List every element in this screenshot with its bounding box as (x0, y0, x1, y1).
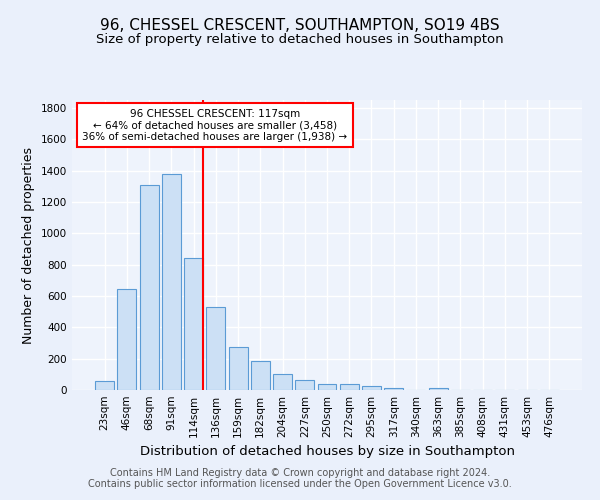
Bar (95, 382, 114, 390)
Text: Size of property relative to detached houses in Southampton: Size of property relative to detached ho… (96, 32, 504, 46)
Bar (295, 380, 314, 390)
Bar (184, 258, 203, 390)
Bar (384, 388, 403, 390)
Bar (140, 184, 158, 390)
Bar (162, 174, 181, 390)
Bar (118, 289, 136, 390)
Bar (362, 386, 381, 390)
Bar (429, 388, 448, 390)
Bar (340, 384, 359, 390)
Y-axis label: Number of detached properties: Number of detached properties (22, 146, 35, 344)
Bar (206, 307, 225, 390)
Bar (251, 361, 270, 390)
Text: Contains public sector information licensed under the Open Government Licence v3: Contains public sector information licen… (88, 479, 512, 489)
Bar (229, 347, 248, 390)
Text: Contains HM Land Registry data © Crown copyright and database right 2024.: Contains HM Land Registry data © Crown c… (110, 468, 490, 477)
Bar (273, 374, 292, 390)
Text: 96 CHESSEL CRESCENT: 117sqm
← 64% of detached houses are smaller (3,458)
36% of : 96 CHESSEL CRESCENT: 117sqm ← 64% of det… (82, 108, 347, 142)
X-axis label: Distribution of detached houses by size in Southampton: Distribution of detached houses by size … (139, 446, 515, 458)
Bar (317, 384, 337, 390)
Text: 96, CHESSEL CRESCENT, SOUTHAMPTON, SO19 4BS: 96, CHESSEL CRESCENT, SOUTHAMPTON, SO19 … (100, 18, 500, 32)
